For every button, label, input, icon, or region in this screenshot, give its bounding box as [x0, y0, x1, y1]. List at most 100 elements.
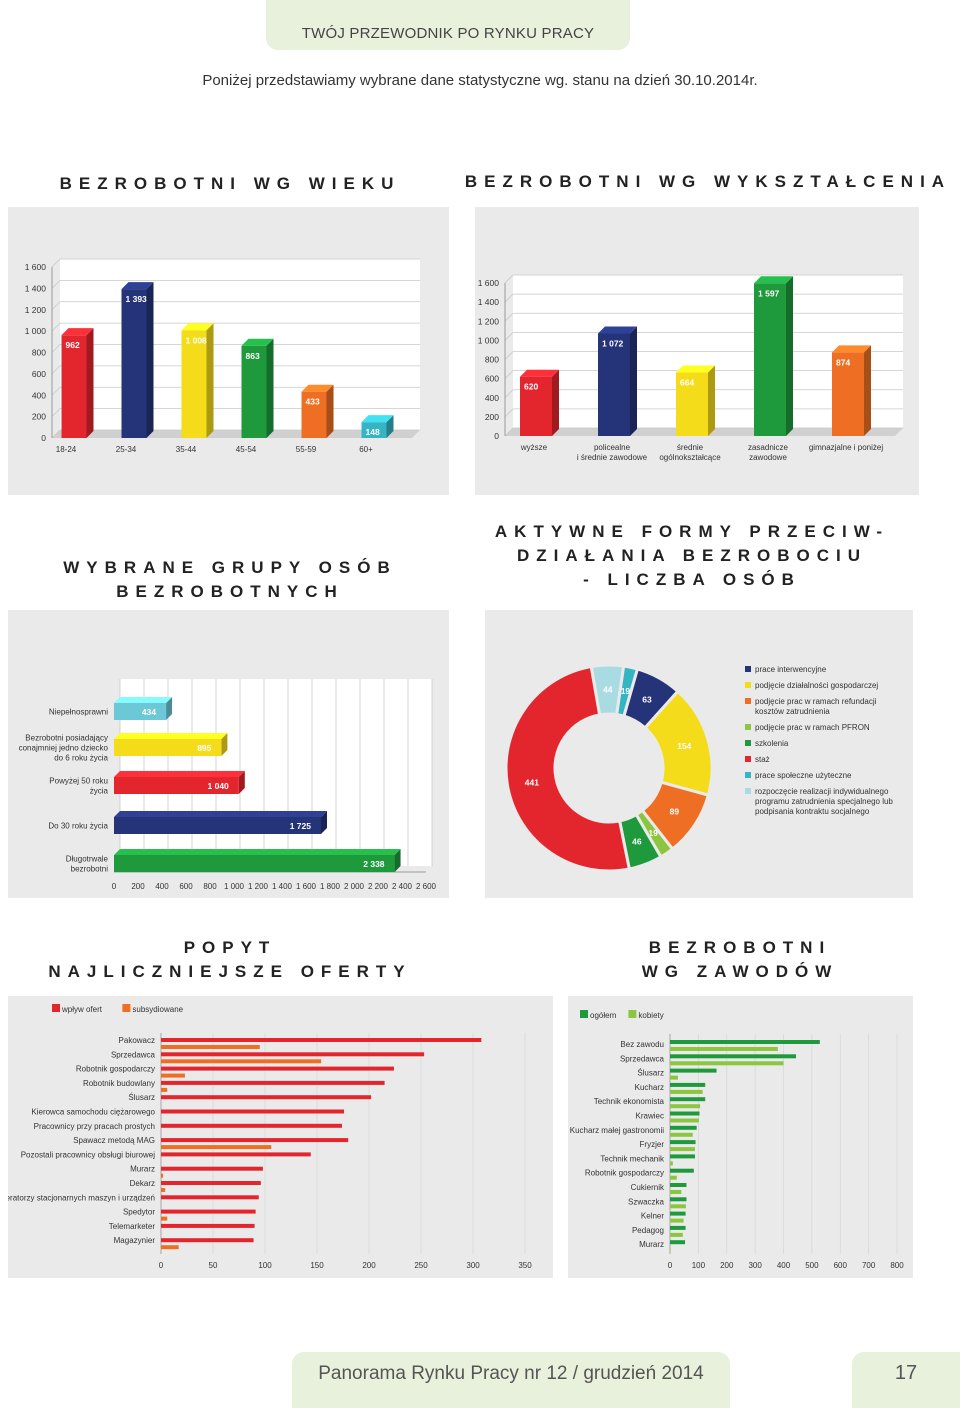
legend-label: staż: [755, 755, 770, 764]
groups-chart: 0 200 400 600 800 1 000 1 200 1 400 1 600 1 800 2 …: [19, 679, 437, 891]
legend-swatch: [745, 698, 751, 704]
age-chart-panel: 0 200 400 600 800 1 000 1 200 1 400 1 600 962 18-2…: [8, 207, 449, 495]
bar-series-2: [670, 1218, 684, 1223]
bar-side: [86, 328, 94, 438]
bar-series-1: [670, 1125, 697, 1130]
bar-side: [146, 282, 154, 438]
bar-series-2: [161, 1073, 185, 1078]
y-tick-label: 1 200: [478, 316, 500, 326]
y-tick-label: 800: [485, 355, 499, 365]
bar: [676, 372, 708, 436]
legend-label: podjęcie prac w ramach PFRON: [755, 723, 870, 732]
y-category-label: Technik mechanik: [600, 1154, 665, 1163]
x-tick-label: 350: [518, 1261, 532, 1270]
gridline-side: [51, 322, 61, 332]
legend-label: prace społeczne użyteczne: [755, 771, 852, 780]
x-tick-label: 35-44: [176, 445, 197, 454]
slice-value-label: 441: [525, 777, 539, 787]
bar-series-2: [670, 1147, 695, 1152]
bar-series-1: [161, 1181, 261, 1185]
x-tick-label: 1 800: [320, 882, 341, 891]
y-category-label: Kierowca samochodu ciężarowego: [31, 1108, 155, 1117]
gridline-side: [504, 312, 514, 322]
edu-chart: 0 200 400 600 800 1 000 1 200 1 400 1 600 620 wyżs…: [478, 274, 903, 462]
bar-series-1: [161, 1209, 256, 1214]
prof-title-2: WG ZAWODÓW: [641, 962, 839, 981]
y-category-label: Spawacz metodą MAG: [73, 1136, 155, 1145]
bar: [832, 352, 864, 436]
page-number-tab: 17: [852, 1352, 960, 1408]
legend-label: subsydiowane: [132, 1005, 183, 1014]
y-category-label: Kelner: [641, 1212, 664, 1221]
y-category-label: Długotrwale: [66, 855, 109, 864]
bar-series-1: [670, 1154, 695, 1159]
bar-value-label: 1 393: [126, 294, 148, 304]
bar-series-1: [670, 1240, 686, 1245]
bar-series-1: [161, 1066, 394, 1071]
y-category-label: Technik ekonomista: [594, 1097, 665, 1106]
x-tick-label: 250: [414, 1261, 428, 1270]
demand-chart: wpływ ofert subsydiowane 0 50 100 150 200 250 30…: [8, 1004, 532, 1270]
bar-side: [394, 849, 401, 872]
bar-series-2: [670, 1175, 677, 1180]
bar: [301, 391, 327, 438]
gridline-side: [504, 332, 514, 341]
bar-top: [114, 811, 327, 817]
slice-value-label: 19: [621, 686, 631, 696]
bar-series-1: [161, 1109, 345, 1114]
bar: [114, 777, 239, 794]
bar: [114, 739, 222, 756]
bar-series-2: [670, 1204, 686, 1209]
groups-chart-panel: 0 200 400 600 800 1 000 1 200 1 400 1 600 1 800 2 …: [8, 610, 449, 898]
bar-side: [708, 365, 715, 436]
legend-label: prace interwencyjne: [755, 665, 827, 674]
bar-series-1: [670, 1097, 706, 1102]
active-title-2: DZIAŁANIA BEZROBOCIU: [517, 546, 867, 565]
y-tick-label: 1 600: [478, 278, 500, 288]
legend-swatch: [745, 724, 751, 730]
page-number: 17: [894, 1362, 918, 1384]
y-tick-label: 200: [485, 412, 499, 422]
bar-side: [786, 276, 793, 436]
active-chart-panel: 63 154 89 19 46 441 44 19 prace interwencyjne pod…: [485, 610, 913, 898]
bar-series-1: [670, 1197, 687, 1202]
bar: [754, 283, 786, 436]
x-tick-label: 1 400: [272, 882, 293, 891]
bar-series-1: [670, 1068, 717, 1073]
bar-series-1: [161, 1195, 259, 1200]
x-tick-label: 100: [692, 1261, 706, 1270]
y-category-label: Sprzedawca: [111, 1050, 156, 1059]
y-category-label: Niepełnosprawni: [49, 708, 108, 717]
bar-side: [386, 415, 394, 438]
gridline-side: [51, 408, 61, 417]
x-tick-label: 0: [112, 882, 117, 891]
bar-side: [326, 384, 334, 438]
x-tick-label: 200: [131, 882, 145, 891]
bar-series-1: [161, 1080, 385, 1085]
y-tick-label: 0: [494, 431, 499, 441]
y-category-label: Murarz: [130, 1165, 155, 1174]
bar-top: [754, 276, 793, 284]
bar-series-1: [161, 1038, 482, 1042]
x-tick-label: gimnazjalne i poniżej: [809, 443, 883, 452]
legend-swatch: [122, 1004, 131, 1012]
active-title-1: AKTYWNE FORMY PRZECIW-: [494, 522, 890, 541]
x-tick-label: 300: [466, 1261, 480, 1270]
bar-series-2: [161, 1145, 272, 1150]
x-tick-label: 150: [310, 1261, 324, 1270]
x-tick-label: 200: [720, 1261, 734, 1270]
footer-text: Panorama Rynku Pracy nr 12 / grudzień 20…: [318, 1363, 704, 1384]
bar-value-label: 1 040: [208, 781, 230, 791]
legend-label: ogółem: [590, 1011, 617, 1020]
bar-top: [241, 338, 274, 346]
bar-series-1: [161, 1238, 254, 1243]
bar-series-1: [161, 1152, 311, 1157]
bar: [114, 817, 321, 834]
y-category-label: Robotnik gospodarczy: [76, 1065, 155, 1074]
y-category-label: Krawiec: [636, 1112, 664, 1121]
legend-swatch: [52, 1004, 60, 1012]
bar-top: [114, 849, 401, 855]
donut-slice: [504, 664, 632, 873]
legend-label: kobiety: [638, 1011, 663, 1020]
x-tick-label: 400: [155, 882, 169, 891]
